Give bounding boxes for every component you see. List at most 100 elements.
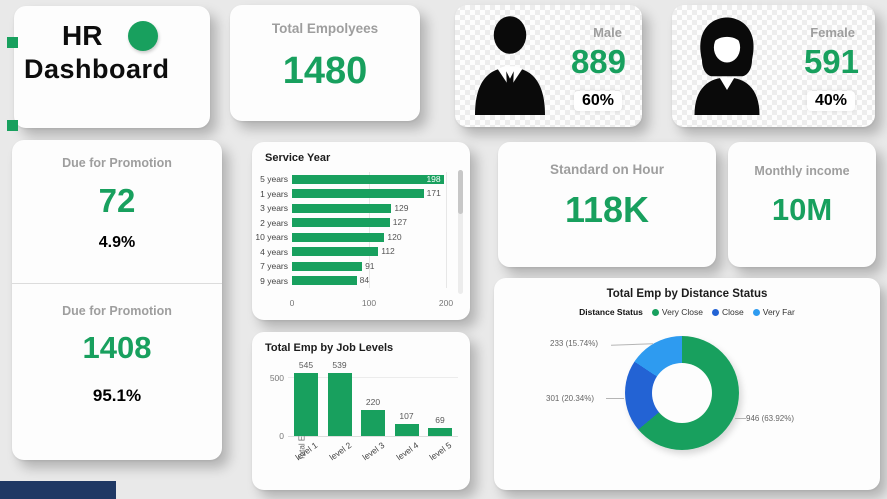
bar-track: 171 bbox=[292, 188, 446, 199]
distance-status-title: Total Emp by Distance Status bbox=[606, 288, 768, 300]
job-level-bar[interactable] bbox=[394, 423, 419, 436]
job-level-bar[interactable] bbox=[361, 410, 385, 436]
legend-label: Very Close bbox=[661, 307, 704, 317]
legend-item[interactable]: Very Far bbox=[752, 307, 795, 317]
job-level-bar[interactable] bbox=[294, 372, 318, 436]
donut-hole bbox=[652, 363, 712, 423]
job-level-bar-group[interactable]: 545 level 1 bbox=[294, 360, 320, 463]
job-level-bar-group[interactable]: 539 level 2 bbox=[327, 360, 353, 462]
legend-item[interactable]: Close bbox=[712, 307, 744, 317]
job-level-bar-group[interactable]: 107 level 4 bbox=[394, 372, 420, 463]
female-value: 591 bbox=[803, 43, 859, 80]
title-hr: HR bbox=[62, 20, 103, 51]
legend-item[interactable]: Very Close bbox=[651, 307, 704, 317]
bar-value-label: 198 bbox=[426, 173, 441, 184]
category-label: 7 years bbox=[260, 261, 288, 272]
category-label: 10 years bbox=[255, 232, 288, 243]
promotion-top-value: 72 bbox=[98, 182, 136, 219]
job-level-bar[interactable] bbox=[428, 428, 452, 436]
legend-title: Distance Status bbox=[579, 307, 643, 317]
legend: Distance Status Very Close Close Very Far bbox=[494, 307, 880, 317]
service-year-row: 1 years 171 bbox=[252, 187, 446, 202]
male-icon bbox=[475, 16, 545, 115]
category-label: 1 years bbox=[260, 188, 288, 199]
female-label: Female bbox=[810, 25, 855, 40]
male-percent: 60% bbox=[573, 91, 622, 111]
job-level-bar-group[interactable]: 69 level 5 bbox=[428, 372, 454, 462]
y-tick-500: 500 bbox=[269, 373, 284, 383]
job-levels-card: Total Emp by Job Levels Total Emp 500 0 … bbox=[252, 332, 470, 490]
legend-label: Close bbox=[722, 307, 744, 317]
bar-value-label: 545 bbox=[298, 359, 314, 370]
job-levels-chart[interactable]: Total Emp 500 0 545 level 1 539 level 2 220 l… bbox=[270, 360, 458, 463]
service-year-row: 7 years 91 bbox=[252, 259, 446, 274]
promotion-bottom-label: Due for Promotion bbox=[62, 304, 172, 318]
page-tab-bar[interactable] bbox=[0, 481, 116, 499]
service-year-chart[interactable]: 5 years 198 1 years 171 3 years 129 2 years 127… bbox=[252, 172, 447, 289]
x-tick: 0 bbox=[289, 298, 295, 308]
bar-value-label: 171 bbox=[426, 188, 441, 199]
bar-track: 112 bbox=[292, 247, 446, 257]
distance-status-card: Total Emp by Distance Status Distance St… bbox=[494, 278, 880, 490]
service-year-bar[interactable] bbox=[292, 261, 363, 271]
promotion-card: Due for Promotion 72 4.9% Due for Promot… bbox=[12, 140, 222, 460]
title-line-1: HR bbox=[62, 20, 210, 52]
standard-on-hour-value: 118K bbox=[564, 189, 650, 230]
male-card: Male 889 60% bbox=[455, 5, 642, 127]
donut-chart[interactable] bbox=[625, 336, 739, 450]
title-card: HR Dashboard bbox=[14, 6, 210, 128]
service-year-bar[interactable] bbox=[292, 247, 379, 257]
service-year-row: 2 years 127 bbox=[252, 216, 446, 231]
service-year-title: Service Year bbox=[265, 152, 331, 164]
bar-value-label: 69 bbox=[435, 415, 445, 425]
job-level-bar[interactable] bbox=[327, 373, 352, 436]
promotion-top-label: Due for Promotion bbox=[62, 156, 172, 170]
title-dashboard: Dashboard bbox=[24, 54, 170, 84]
standard-on-hour-card: Standard on Hour 118K bbox=[498, 142, 716, 267]
job-level-bar-group[interactable]: 220 level 3 bbox=[361, 372, 387, 462]
total-employees-card: Total Empolyees 1480 bbox=[230, 5, 420, 121]
drag-handle-icon bbox=[7, 37, 18, 48]
promotion-bottom-percent: 95.1% bbox=[92, 386, 142, 405]
scrollbar[interactable] bbox=[458, 170, 463, 294]
x-category-label: level 2 bbox=[327, 440, 354, 463]
bar-track: 198 bbox=[292, 173, 446, 184]
promotion-bottom-value: 1408 bbox=[82, 330, 152, 365]
callout-leader-line bbox=[735, 418, 746, 419]
bar-value-label: 84 bbox=[359, 275, 370, 286]
bar-track: 120 bbox=[292, 231, 446, 242]
legend-items: Very Close Close Very Far bbox=[651, 307, 795, 317]
legend-dot-icon bbox=[651, 308, 659, 316]
category-label: 5 years bbox=[260, 174, 288, 185]
service-year-bar[interactable] bbox=[292, 174, 445, 184]
x-tick: 100 bbox=[361, 298, 377, 308]
service-year-bar[interactable] bbox=[292, 232, 385, 242]
job-levels-title: Total Emp by Job Levels bbox=[265, 342, 394, 354]
green-dot-icon bbox=[128, 21, 159, 51]
gridline-500 bbox=[288, 377, 458, 378]
donut-callout-very-close: 946 (63.92%) bbox=[746, 414, 795, 423]
service-year-bar[interactable] bbox=[292, 189, 424, 199]
donut-callout-very-far: 233 (15.74%) bbox=[550, 339, 599, 348]
x-tick: 200 bbox=[438, 298, 454, 308]
category-label: 3 years bbox=[260, 203, 288, 214]
x-category-label: level 3 bbox=[360, 440, 387, 463]
bar-track: 129 bbox=[292, 202, 446, 213]
promotion-bottom-section: Due for Promotion 1408 95.1% bbox=[12, 284, 222, 406]
service-year-row: 9 years 84 bbox=[252, 274, 446, 289]
service-year-bar[interactable] bbox=[292, 218, 390, 228]
service-year-row: 3 years 129 bbox=[252, 201, 446, 216]
service-year-bar[interactable] bbox=[292, 203, 392, 213]
legend-dot-icon bbox=[752, 308, 760, 316]
bar-value-label: 107 bbox=[399, 410, 414, 421]
scrollbar-thumb[interactable] bbox=[458, 170, 463, 214]
x-category-label: level 4 bbox=[394, 440, 421, 463]
bar-value-label: 120 bbox=[387, 231, 402, 242]
service-year-bar[interactable] bbox=[292, 276, 357, 286]
female-icon bbox=[694, 17, 760, 115]
bar-value-label: 129 bbox=[394, 202, 409, 213]
gridlines bbox=[292, 172, 447, 288]
monthly-income-label: Monthly income bbox=[754, 164, 850, 178]
drag-handle-icon bbox=[7, 120, 18, 131]
monthly-income-value: 10M bbox=[771, 192, 833, 227]
